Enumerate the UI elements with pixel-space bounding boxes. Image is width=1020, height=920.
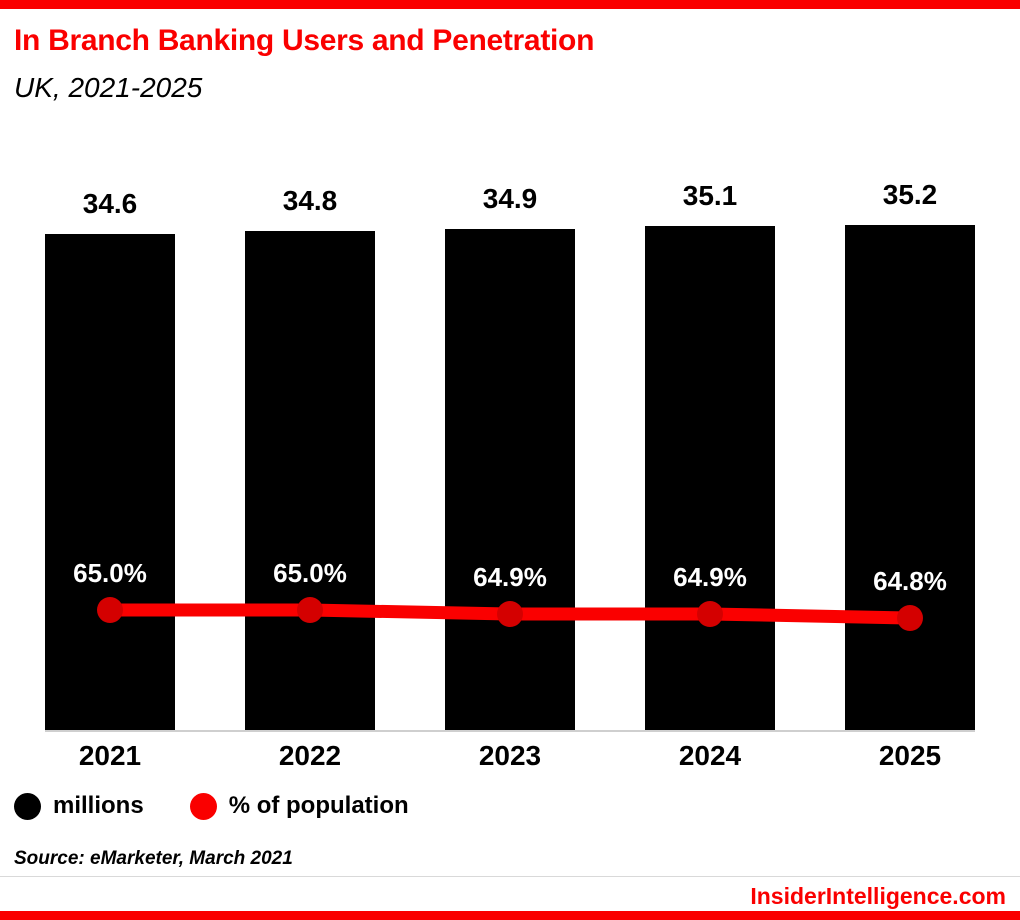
line-marker xyxy=(697,601,723,627)
penetration-line xyxy=(97,597,923,631)
bar-value-label: 35.2 xyxy=(882,179,938,210)
bar-2021 xyxy=(45,234,175,730)
line-marker xyxy=(497,601,523,627)
source-note: Source: eMarketer, March 2021 xyxy=(14,848,293,869)
chart-header: In Branch Banking Users and Penetration … xyxy=(14,24,1006,104)
legend-item-percent: % of population xyxy=(189,792,409,820)
x-label-2023: 2023 xyxy=(478,740,542,771)
bar-2024 xyxy=(645,226,775,730)
bar-2023 xyxy=(445,229,575,730)
chart-area: 34.6 34.8 34.9 35.1 35.2 65.0% 65.0% 64.9% 64.9%… xyxy=(45,150,975,732)
legend: millions % of population xyxy=(14,792,409,820)
bar-2025 xyxy=(845,225,975,730)
x-label-2025: 2025 xyxy=(878,740,942,771)
line-marker xyxy=(897,605,923,631)
legend-item-millions: millions xyxy=(14,792,144,820)
bar-value-label: 34.6 xyxy=(82,188,138,219)
line-value-label: 65.0% xyxy=(273,558,347,588)
line-value-label: 64.8% xyxy=(873,566,947,596)
line-marker xyxy=(297,597,323,623)
line-value-label: 65.0% xyxy=(73,558,147,588)
footer-divider xyxy=(0,876,1020,877)
line-value-label: 64.9% xyxy=(473,562,547,592)
legend-label-percent: % of population xyxy=(228,792,409,819)
percent-swatch-icon xyxy=(189,792,217,820)
bottom-accent-bar xyxy=(0,911,1020,920)
bar-2022 xyxy=(245,231,375,730)
chart-title: In Branch Banking Users and Penetration xyxy=(14,24,595,57)
x-label-2024: 2024 xyxy=(678,740,742,771)
line-value-label: 64.9% xyxy=(673,562,747,592)
chart-subtitle: UK, 2021-2025 xyxy=(14,72,203,103)
bar-value-label: 34.9 xyxy=(482,183,538,214)
x-label-2021: 2021 xyxy=(78,740,142,771)
x-axis: 2021 2022 2023 2024 2025 xyxy=(45,740,975,780)
top-accent-bar xyxy=(0,0,1020,9)
bar-value-label: 35.1 xyxy=(682,180,738,211)
legend-label-millions: millions xyxy=(53,792,144,819)
bar-value-label: 34.8 xyxy=(282,185,338,216)
brand-link[interactable]: InsiderIntelligence.com xyxy=(750,883,1006,909)
millions-swatch-icon xyxy=(14,792,41,820)
x-label-2022: 2022 xyxy=(278,740,342,771)
line-marker xyxy=(97,597,123,623)
